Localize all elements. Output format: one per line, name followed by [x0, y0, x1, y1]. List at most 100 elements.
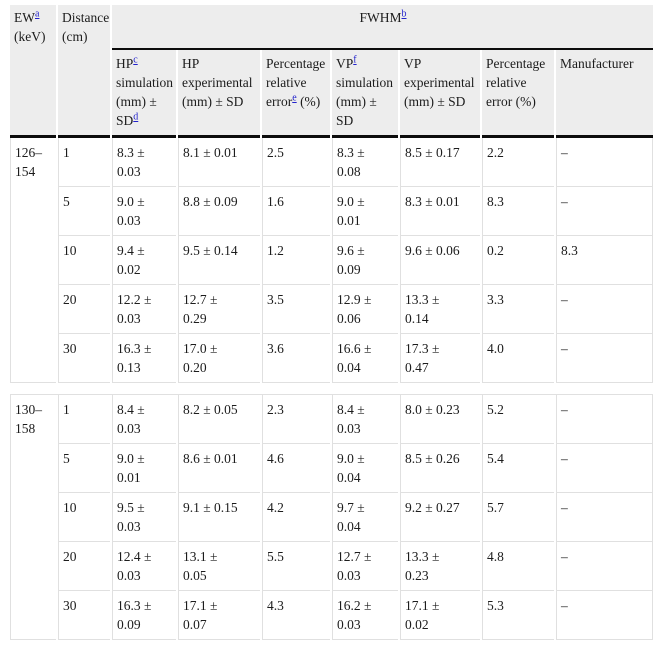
hp-sim-cell: 12.4 ± 0.03	[112, 542, 176, 591]
hp-exp-cell: 8.6 ± 0.01	[178, 444, 260, 493]
col-header-vp-experimental: VP experimental (mm) ± SD	[400, 50, 480, 138]
col-header-hp-simulation: HPc simulation (mm) ± SDd	[112, 50, 176, 138]
col-header-hp-relative-error: Percentage relative errore (%)	[262, 50, 330, 138]
footnote-link-f[interactable]: f	[353, 54, 357, 66]
table-row: 10 9.4 ± 0.02 9.5 ± 0.14 1.2 9.6 ± 0.09 9.6 ±…	[10, 236, 654, 285]
col-header-text: Percentage relative error	[266, 56, 326, 109]
vp-rel-error-cell: 3.3	[482, 285, 554, 334]
col-header-vp-relative-error: Percentage relative error (%)	[482, 50, 554, 138]
col-header-text: VP	[336, 56, 354, 71]
col-header-text: (%)	[296, 94, 321, 109]
hp-exp-cell: 9.5 ± 0.14	[178, 236, 260, 285]
vp-sim-cell: 12.9 ± 0.06	[332, 285, 398, 334]
hp-sim-cell: 16.3 ± 0.09	[112, 591, 176, 640]
distance-cell: 20	[58, 542, 110, 591]
vp-rel-error-cell: 0.2	[482, 236, 554, 285]
col-header-text: Manufacturer	[560, 56, 634, 71]
manufacturer-cell: –	[556, 138, 654, 187]
hp-exp-cell: 12.7 ± 0.29	[178, 285, 260, 334]
table-row: 10 9.5 ± 0.03 9.1 ± 0.15 4.2 9.7 ± 0.04 9.2 ±…	[10, 493, 654, 542]
vp-exp-cell: 13.3 ± 0.14	[400, 285, 480, 334]
col-header-vp-simulation: VPf simulation (mm) ± SD	[332, 50, 398, 138]
vp-sim-cell: 8.4 ± 0.03	[332, 395, 398, 444]
hp-rel-error-cell: 3.5	[262, 285, 330, 334]
col-header-manufacturer: Manufacturer	[556, 50, 654, 138]
hp-rel-error-cell: 2.3	[262, 395, 330, 444]
hp-rel-error-cell: 2.5	[262, 138, 330, 187]
hp-exp-cell: 8.1 ± 0.01	[178, 138, 260, 187]
col-header-text: Distance (cm)	[62, 10, 110, 44]
vp-sim-cell: 8.3 ± 0.08	[332, 138, 398, 187]
hp-exp-cell: 13.1 ± 0.05	[178, 542, 260, 591]
vp-rel-error-cell: 5.2	[482, 395, 554, 444]
hp-exp-cell: 17.0 ± 0.20	[178, 334, 260, 383]
distance-cell: 30	[58, 591, 110, 640]
distance-cell: 5	[58, 444, 110, 493]
distance-cell: 10	[58, 236, 110, 285]
table-row: 30 16.3 ± 0.13 17.0 ± 0.20 3.6 16.6 ± 0.04 17…	[10, 334, 654, 383]
vp-rel-error-cell: 4.8	[482, 542, 554, 591]
vp-sim-cell: 16.6 ± 0.04	[332, 334, 398, 383]
vp-rel-error-cell: 4.0	[482, 334, 554, 383]
distance-cell: 1	[58, 138, 110, 187]
col-header-text: HP	[116, 56, 134, 71]
footnote-link-b[interactable]: b	[401, 8, 407, 20]
footnote-link-a[interactable]: a	[35, 8, 40, 20]
hp-exp-cell: 17.1 ± 0.07	[178, 591, 260, 640]
vp-exp-cell: 9.6 ± 0.06	[400, 236, 480, 285]
vp-sim-cell: 12.7 ± 0.03	[332, 542, 398, 591]
hp-sim-cell: 8.4 ± 0.03	[112, 395, 176, 444]
fwhm-table: EWa (keV) Distance (cm) FWHMb HPc simula…	[8, 5, 655, 640]
manufacturer-cell: –	[556, 187, 654, 236]
manufacturer-cell: –	[556, 591, 654, 640]
vp-sim-cell: 9.7 ± 0.04	[332, 493, 398, 542]
col-header-text: HP experimental (mm) ± SD	[182, 56, 253, 109]
ew-range-cell: 130– 158	[10, 395, 56, 640]
footnote-link-e[interactable]: e	[292, 92, 297, 104]
table-container: EWa (keV) Distance (cm) FWHMb HPc simula…	[8, 5, 655, 640]
header-row-sub: HPc simulation (mm) ± SDd HP experimenta…	[10, 50, 654, 138]
distance-cell: 10	[58, 493, 110, 542]
table-row: 30 16.3 ± 0.09 17.1 ± 0.07 4.3 16.2 ± 0.03 17…	[10, 591, 654, 640]
distance-cell: 30	[58, 334, 110, 383]
vp-exp-cell: 8.5 ± 0.26	[400, 444, 480, 493]
hp-rel-error-cell: 1.2	[262, 236, 330, 285]
distance-cell: 20	[58, 285, 110, 334]
hp-sim-cell: 8.3 ± 0.03	[112, 138, 176, 187]
col-header-text: simulation (mm) ± SD	[336, 75, 393, 128]
col-header-ew: EWa (keV)	[10, 5, 56, 138]
vp-rel-error-cell: 8.3	[482, 187, 554, 236]
vp-exp-cell: 17.3 ± 0.47	[400, 334, 480, 383]
hp-sim-cell: 9.0 ± 0.01	[112, 444, 176, 493]
col-header-hp-experimental: HP experimental (mm) ± SD	[178, 50, 260, 138]
header-row-top: EWa (keV) Distance (cm) FWHMb	[10, 5, 654, 138]
table-row: 5 9.0 ± 0.03 8.8 ± 0.09 1.6 9.0 ± 0.01 8.3 ± …	[10, 187, 654, 236]
footnote-link-c[interactable]: c	[133, 54, 138, 66]
vp-rel-error-cell: 2.2	[482, 138, 554, 187]
hp-exp-cell: 8.2 ± 0.05	[178, 395, 260, 444]
table-row: 20 12.4 ± 0.03 13.1 ± 0.05 5.5 12.7 ± 0.03 13…	[10, 542, 654, 591]
manufacturer-cell: –	[556, 334, 654, 383]
table-header: EWa (keV) Distance (cm) FWHMb HPc simula…	[10, 5, 654, 138]
table-body: 126– 154 1 8.3 ± 0.03 8.1 ± 0.01 2.5 8.3 ± 0.…	[10, 138, 654, 640]
table-row: 20 12.2 ± 0.03 12.7 ± 0.29 3.5 12.9 ± 0.06 13…	[10, 285, 654, 334]
distance-cell: 5	[58, 187, 110, 236]
vp-exp-cell: 8.0 ± 0.23	[400, 395, 480, 444]
manufacturer-cell: –	[556, 444, 654, 493]
vp-rel-error-cell: 5.4	[482, 444, 554, 493]
col-header-text: VP experimental (mm) ± SD	[404, 56, 475, 109]
col-header-text: (keV)	[14, 29, 46, 44]
col-header-text: Percentage relative error (%)	[486, 56, 546, 109]
vp-sim-cell: 16.2 ± 0.03	[332, 591, 398, 640]
col-header-text: FWHM	[359, 10, 402, 25]
hp-sim-cell: 16.3 ± 0.13	[112, 334, 176, 383]
manufacturer-cell: –	[556, 542, 654, 591]
vp-rel-error-cell: 5.3	[482, 591, 554, 640]
hp-rel-error-cell: 5.5	[262, 542, 330, 591]
vp-sim-cell: 9.0 ± 0.01	[332, 187, 398, 236]
vp-exp-cell: 9.2 ± 0.27	[400, 493, 480, 542]
vp-exp-cell: 17.1 ± 0.02	[400, 591, 480, 640]
hp-sim-cell: 9.4 ± 0.02	[112, 236, 176, 285]
footnote-link-d[interactable]: d	[133, 111, 139, 123]
section-spacer	[10, 383, 654, 395]
